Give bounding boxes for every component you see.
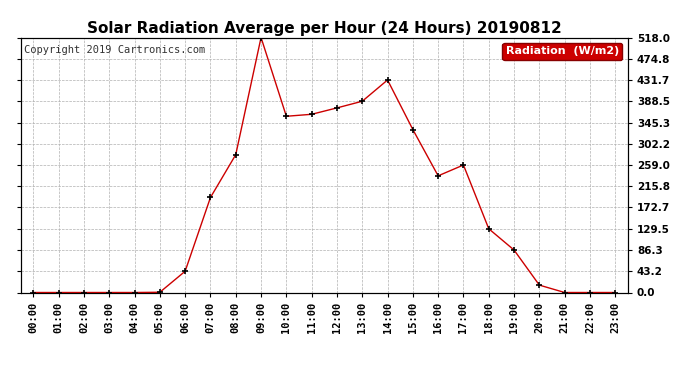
Title: Solar Radiation Average per Hour (24 Hours) 20190812: Solar Radiation Average per Hour (24 Hou… (87, 21, 562, 36)
Legend: Radiation  (W/m2): Radiation (W/m2) (502, 43, 622, 60)
Text: Copyright 2019 Cartronics.com: Copyright 2019 Cartronics.com (23, 45, 205, 55)
